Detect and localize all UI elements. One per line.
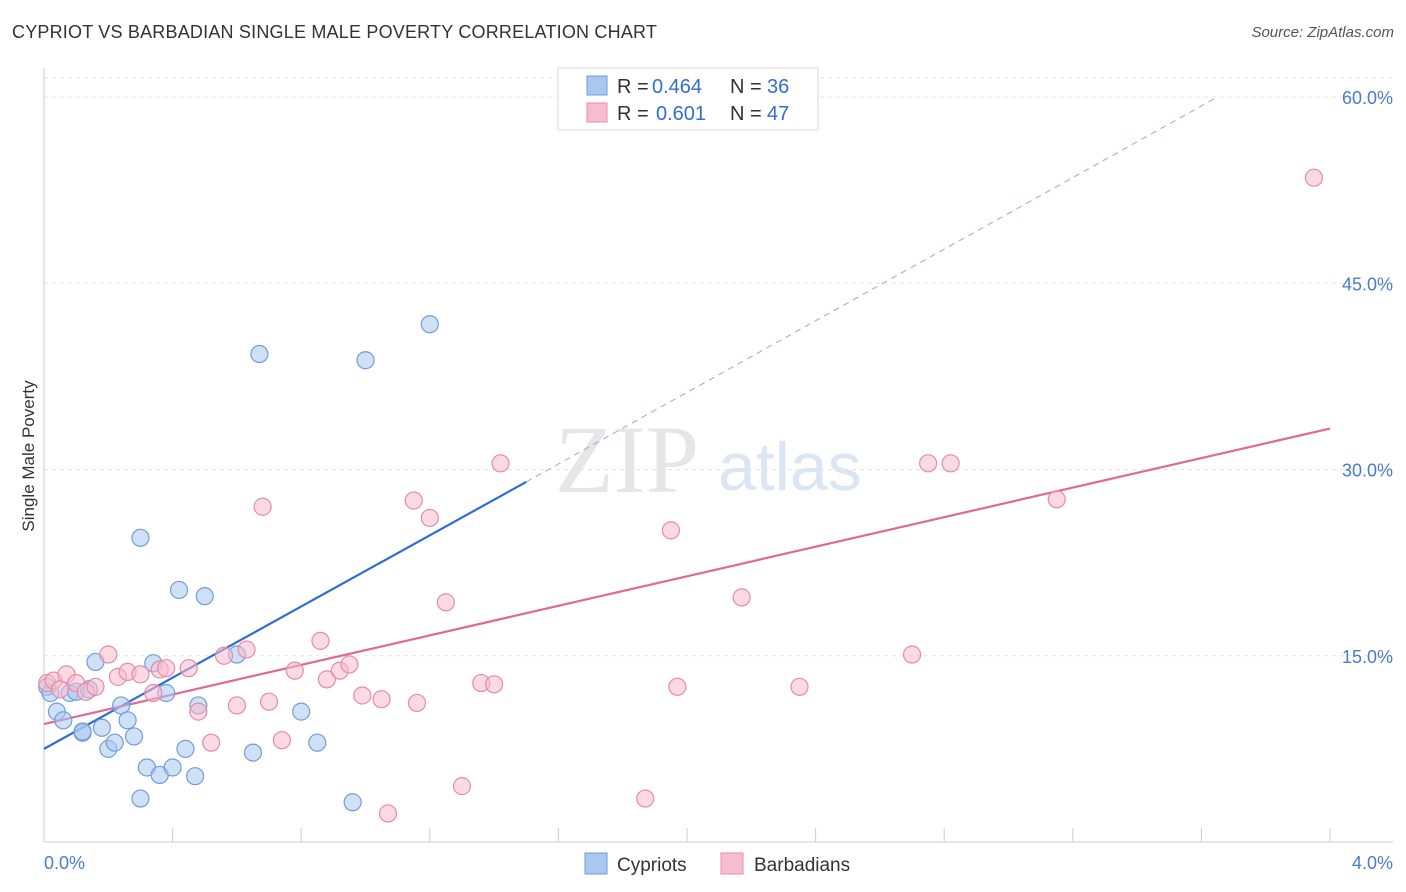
point-cypriots-33 <box>356 351 375 370</box>
point-cypriots-29 <box>250 344 269 364</box>
point-barbadians-13 <box>157 659 176 678</box>
point-barbadians-45 <box>919 454 938 473</box>
point-barbadians-47 <box>1047 490 1066 509</box>
point-cypriots-35 <box>73 722 92 741</box>
point-cypriots-21 <box>163 758 182 777</box>
point-barbadians-46 <box>941 454 960 473</box>
chart-title: CYPRIOT VS BARBADIAN SINGLE MALE POVERTY… <box>12 22 658 42</box>
point-barbadians-35 <box>452 777 472 796</box>
point-cypriots-11 <box>105 733 124 752</box>
point-barbadians-43 <box>790 677 809 696</box>
point-barbadians-25 <box>317 670 337 689</box>
bottom-legend: Cypriots Barbadians <box>584 852 850 876</box>
point-cypriots-32 <box>343 793 362 812</box>
point-barbadians-14 <box>179 659 198 678</box>
point-cypriots-26 <box>195 587 214 606</box>
point-cypriots-22 <box>169 580 189 600</box>
data-points <box>38 168 1324 823</box>
point-barbadians-16 <box>202 733 221 752</box>
point-cypriots-31 <box>308 733 327 752</box>
point-barbadians-44 <box>902 645 922 664</box>
point-barbadians-20 <box>253 497 272 516</box>
legend-n-value-cypriots: 36 <box>767 76 789 98</box>
point-cypriots-14 <box>124 727 144 746</box>
point-cypriots-28 <box>243 743 263 762</box>
point-barbadians-32 <box>407 693 427 713</box>
point-barbadians-28 <box>353 686 372 705</box>
legend-r-label-barbadians: R = <box>617 103 649 125</box>
x-tick-label-min: 0.0% <box>44 853 85 873</box>
point-barbadians-11 <box>144 683 163 703</box>
point-barbadians-10 <box>131 665 150 684</box>
point-barbadians-18 <box>227 696 246 715</box>
bottom-legend-label-cypriots: Cypriots <box>617 855 687 876</box>
bottom-legend-swatch-barbadians <box>720 852 744 875</box>
watermark-zip: ZIP <box>555 406 699 513</box>
point-cypriots-23 <box>176 739 195 758</box>
point-cypriots-30 <box>292 702 311 721</box>
point-barbadians-6 <box>86 677 105 696</box>
point-cypriots-15 <box>131 789 150 808</box>
x-tick-label-max: 4.0% <box>1352 853 1393 873</box>
legend-n-label-barbadians: N = <box>730 103 762 125</box>
point-barbadians-24 <box>311 631 330 650</box>
point-barbadians-39 <box>636 789 655 808</box>
point-barbadians-23 <box>285 661 304 680</box>
source-credit: Source: ZipAtlas.com <box>1251 24 1394 41</box>
bottom-legend-label-barbadians: Barbadians <box>754 855 850 876</box>
point-barbadians-7 <box>99 645 118 664</box>
legend-swatch-barbadians <box>586 102 608 123</box>
point-barbadians-19 <box>237 640 256 659</box>
point-barbadians-30 <box>378 804 398 823</box>
point-barbadians-15 <box>189 702 208 721</box>
trend-line-barbadians <box>43 427 1331 726</box>
legend-r-value-barbadians: 0.601 <box>656 103 706 125</box>
legend-swatch-cypriots <box>586 75 608 96</box>
bottom-legend-swatch-cypriots <box>584 852 608 875</box>
point-cypriots-13 <box>118 711 137 730</box>
point-barbadians-41 <box>668 677 687 696</box>
y-tick-label-30: 30.0% <box>1342 461 1393 481</box>
y-axis-title: Single Male Poverty <box>19 380 38 532</box>
point-cypriots-24 <box>186 767 205 786</box>
watermark-atlas: atlas <box>718 429 862 505</box>
y-tick-label-45: 45.0% <box>1342 274 1393 294</box>
axes: 15.0% 30.0% 45.0% 60.0% <box>43 68 1393 843</box>
point-barbadians-34 <box>436 593 455 612</box>
point-barbadians-40 <box>661 521 681 540</box>
point-barbadians-22 <box>272 731 292 750</box>
point-barbadians-48 <box>1304 168 1324 187</box>
legend-box: R = 0.464 N = 36 R = 0.601 N = 47 <box>557 67 819 131</box>
point-cypriots-16 <box>131 528 150 547</box>
legend-r-label-cypriots: R = <box>617 76 649 98</box>
point-cypriots-34 <box>420 315 439 334</box>
y-tick-label-60: 60.0% <box>1342 88 1393 108</box>
point-cypriots-9 <box>92 718 111 737</box>
y-tick-label-15: 15.0% <box>1342 647 1393 667</box>
point-barbadians-17 <box>214 646 234 665</box>
point-barbadians-29 <box>372 690 391 709</box>
point-barbadians-37 <box>485 675 504 694</box>
point-barbadians-27 <box>340 655 359 674</box>
legend-r-value-cypriots: 0.464 <box>652 76 702 98</box>
point-barbadians-38 <box>491 454 510 473</box>
point-barbadians-33 <box>420 508 439 528</box>
point-barbadians-31 <box>404 491 423 510</box>
point-barbadians-42 <box>732 588 751 607</box>
point-barbadians-21 <box>259 692 279 711</box>
legend-n-label-cypriots: N = <box>730 76 762 98</box>
point-cypriots-3 <box>54 711 73 730</box>
legend-n-value-barbadians: 47 <box>767 103 789 125</box>
